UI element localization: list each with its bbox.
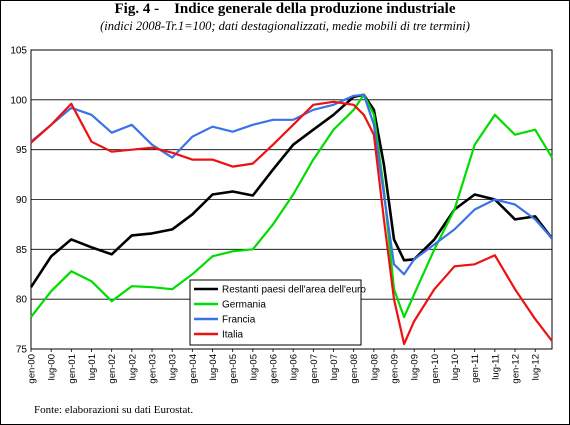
series-line [30, 93, 553, 276]
x-tick-label: gen-03 [148, 354, 159, 384]
x-tick-label: gen-07 [309, 354, 320, 384]
chart-subtitle: (indici 2008-Tr.1=100; dati destagionali… [100, 19, 470, 33]
x-tick-label: gen-00 [27, 354, 38, 384]
x-tick-label: lug-10 [450, 354, 461, 380]
x-tick-label: gen-08 [349, 354, 360, 384]
y-tick-label: 90 [16, 195, 28, 206]
x-tick-label: lug-04 [208, 354, 219, 380]
x-tick-label: lug-05 [248, 354, 259, 380]
plot-area: 75 80 85 90 95 100 105 gen-00 lug-00 gen-01 lug-0… [10, 46, 554, 384]
x-tick-label: lug-07 [329, 354, 340, 380]
x-tick-label: gen-12 [511, 354, 522, 384]
x-tick-label: lug-11 [490, 354, 501, 380]
source-note: Fonte: elaborazioni su dati Eurostat. [34, 404, 194, 416]
x-tick-label: gen-09 [390, 354, 401, 384]
y-tick-label: 75 [16, 345, 28, 356]
chart-title: Fig. 4 - Indice generale della produzion… [114, 1, 456, 17]
x-tick-label: lug-01 [87, 354, 98, 380]
x-tick-label: gen-02 [107, 354, 118, 384]
legend: Restanti paesi dell'area dell'euro German… [189, 279, 366, 346]
x-tick-label: gen-06 [269, 354, 280, 384]
series-line [30, 93, 553, 319]
grid-lines [31, 99, 552, 300]
y-tick-label: 100 [10, 95, 27, 106]
legend-entry: Restanti paesi dell'area dell'euro [222, 285, 366, 296]
y-tick-label: 85 [16, 245, 28, 256]
x-tick-label: lug-03 [168, 354, 179, 380]
x-tick-label: lug-08 [369, 354, 380, 380]
legend-entry: Germania [222, 300, 266, 311]
y-tick-label: 95 [16, 145, 28, 156]
x-tick-label: lug-00 [47, 354, 58, 380]
series-line [29, 93, 554, 288]
x-tick-label: gen-05 [228, 354, 239, 384]
legend-box [189, 279, 362, 346]
legend-entry: Francia [222, 315, 256, 326]
x-tick-label: lug-12 [531, 354, 542, 380]
x-tick-label: lug-09 [410, 354, 421, 380]
y-tick-label: 105 [10, 46, 27, 57]
series-lines [29, 93, 554, 346]
series-line [30, 100, 553, 346]
x-tick-label: gen-04 [188, 354, 199, 384]
y-tick-label: 80 [16, 295, 28, 306]
x-tick-label: gen-01 [67, 354, 78, 384]
legend-entry: Italia [222, 330, 244, 341]
x-tick-label: gen-10 [430, 354, 441, 384]
x-tick-label: lug-06 [289, 354, 300, 380]
x-tick-label: lug-02 [127, 354, 138, 380]
x-tick-label: gen-11 [470, 354, 481, 383]
x-axis: gen-00 lug-00 gen-01 lug-01 gen-02 lug-02 gen-… [27, 349, 542, 384]
y-axis: 75 80 85 90 95 100 105 [10, 46, 27, 356]
